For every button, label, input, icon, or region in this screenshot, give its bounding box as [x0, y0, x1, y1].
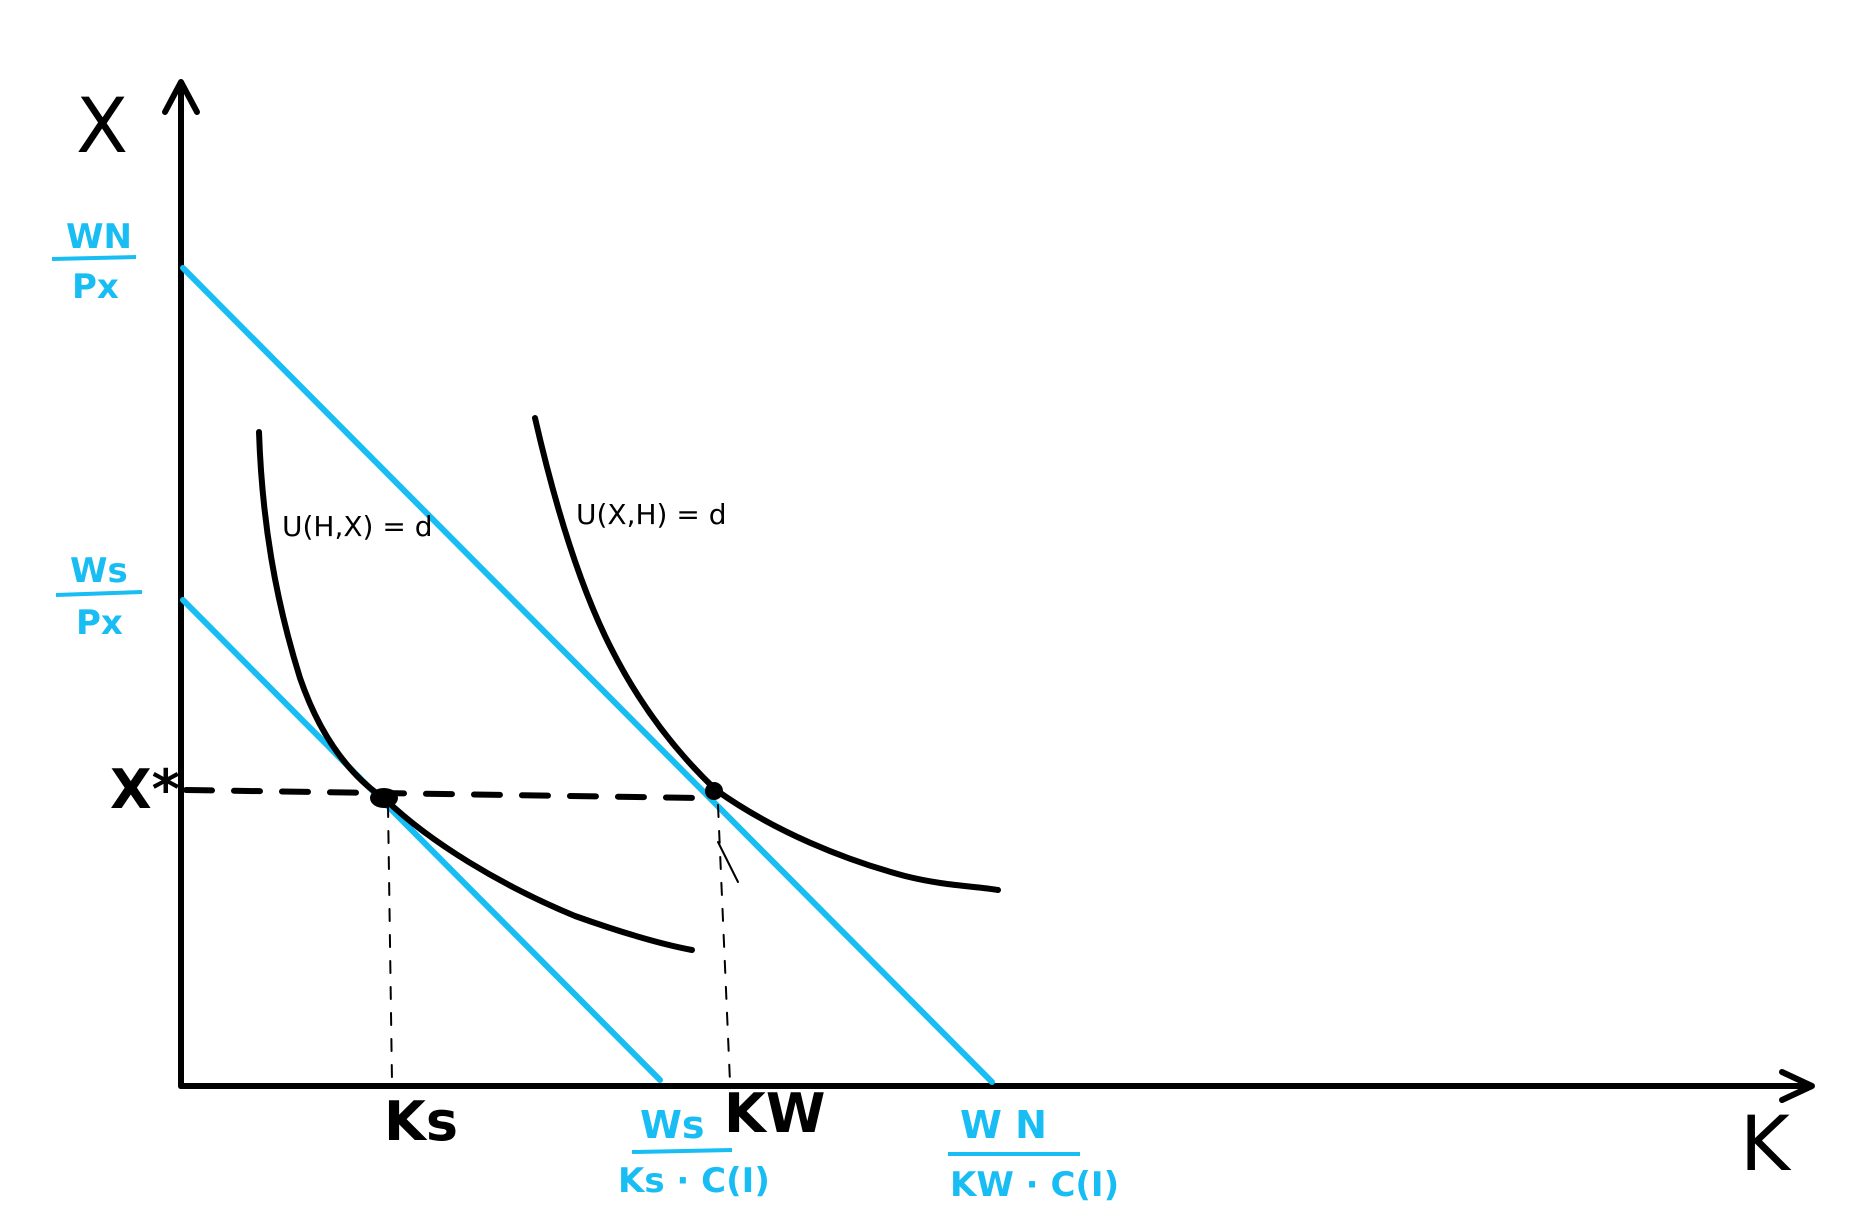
- wn-px-fraction-bar: [51, 255, 137, 261]
- budget-line-high: [180, 265, 995, 1085]
- kw-stray-mark: [717, 841, 739, 883]
- wn-kw-ci-numerator: W N: [960, 1103, 1047, 1147]
- ws-px-fraction-bar: [55, 590, 143, 597]
- xstar-dashed-line: [183, 787, 703, 801]
- wn-px-label: WN Px: [51, 217, 137, 307]
- xstar-label: X*: [110, 758, 180, 821]
- kw-dashed-drop: [717, 804, 731, 1083]
- ws-ks-ci-numerator: Ws: [640, 1103, 705, 1147]
- ws-px-denominator: Px: [76, 603, 123, 643]
- ws-ks-ci-label: Ws Ks · C(I): [618, 1103, 770, 1201]
- indifference-curve-right: [532, 415, 1001, 893]
- wn-px-denominator: Px: [72, 267, 119, 307]
- kw-label: KW: [724, 1082, 825, 1145]
- ks-dashed-drop: [387, 804, 393, 1083]
- ks-label: Ks: [384, 1090, 458, 1153]
- axes: [162, 79, 1815, 1103]
- y-axis-label: X: [76, 81, 128, 170]
- x-axis-arrowhead: [1779, 1069, 1815, 1103]
- tangency-points: [370, 782, 723, 808]
- wn-kw-ci-denominator: KW · C(I): [950, 1165, 1119, 1205]
- tangency-point-right: [705, 782, 723, 800]
- ws-ks-ci-denominator: Ks · C(I): [618, 1161, 770, 1201]
- wn-px-numerator: WN: [66, 217, 132, 257]
- ws-px-numerator: Ws: [70, 551, 128, 591]
- guide-lines: [183, 787, 739, 1083]
- ws-px-label: Ws Px: [55, 551, 143, 643]
- x-axis-label: K: [1740, 1099, 1792, 1188]
- tangency-point-left: [370, 788, 398, 808]
- left-curve-label: U(H,X) = d: [282, 510, 433, 543]
- ws-ks-ci-fraction-bar: [631, 1148, 733, 1154]
- wn-kw-ci-label: W N KW · C(I): [948, 1103, 1119, 1205]
- budget-line-low: [180, 597, 663, 1083]
- budget-lines: [180, 265, 995, 1085]
- y-axis-arrowhead: [162, 79, 200, 115]
- right-curve-label: U(X,H) = d: [576, 498, 727, 531]
